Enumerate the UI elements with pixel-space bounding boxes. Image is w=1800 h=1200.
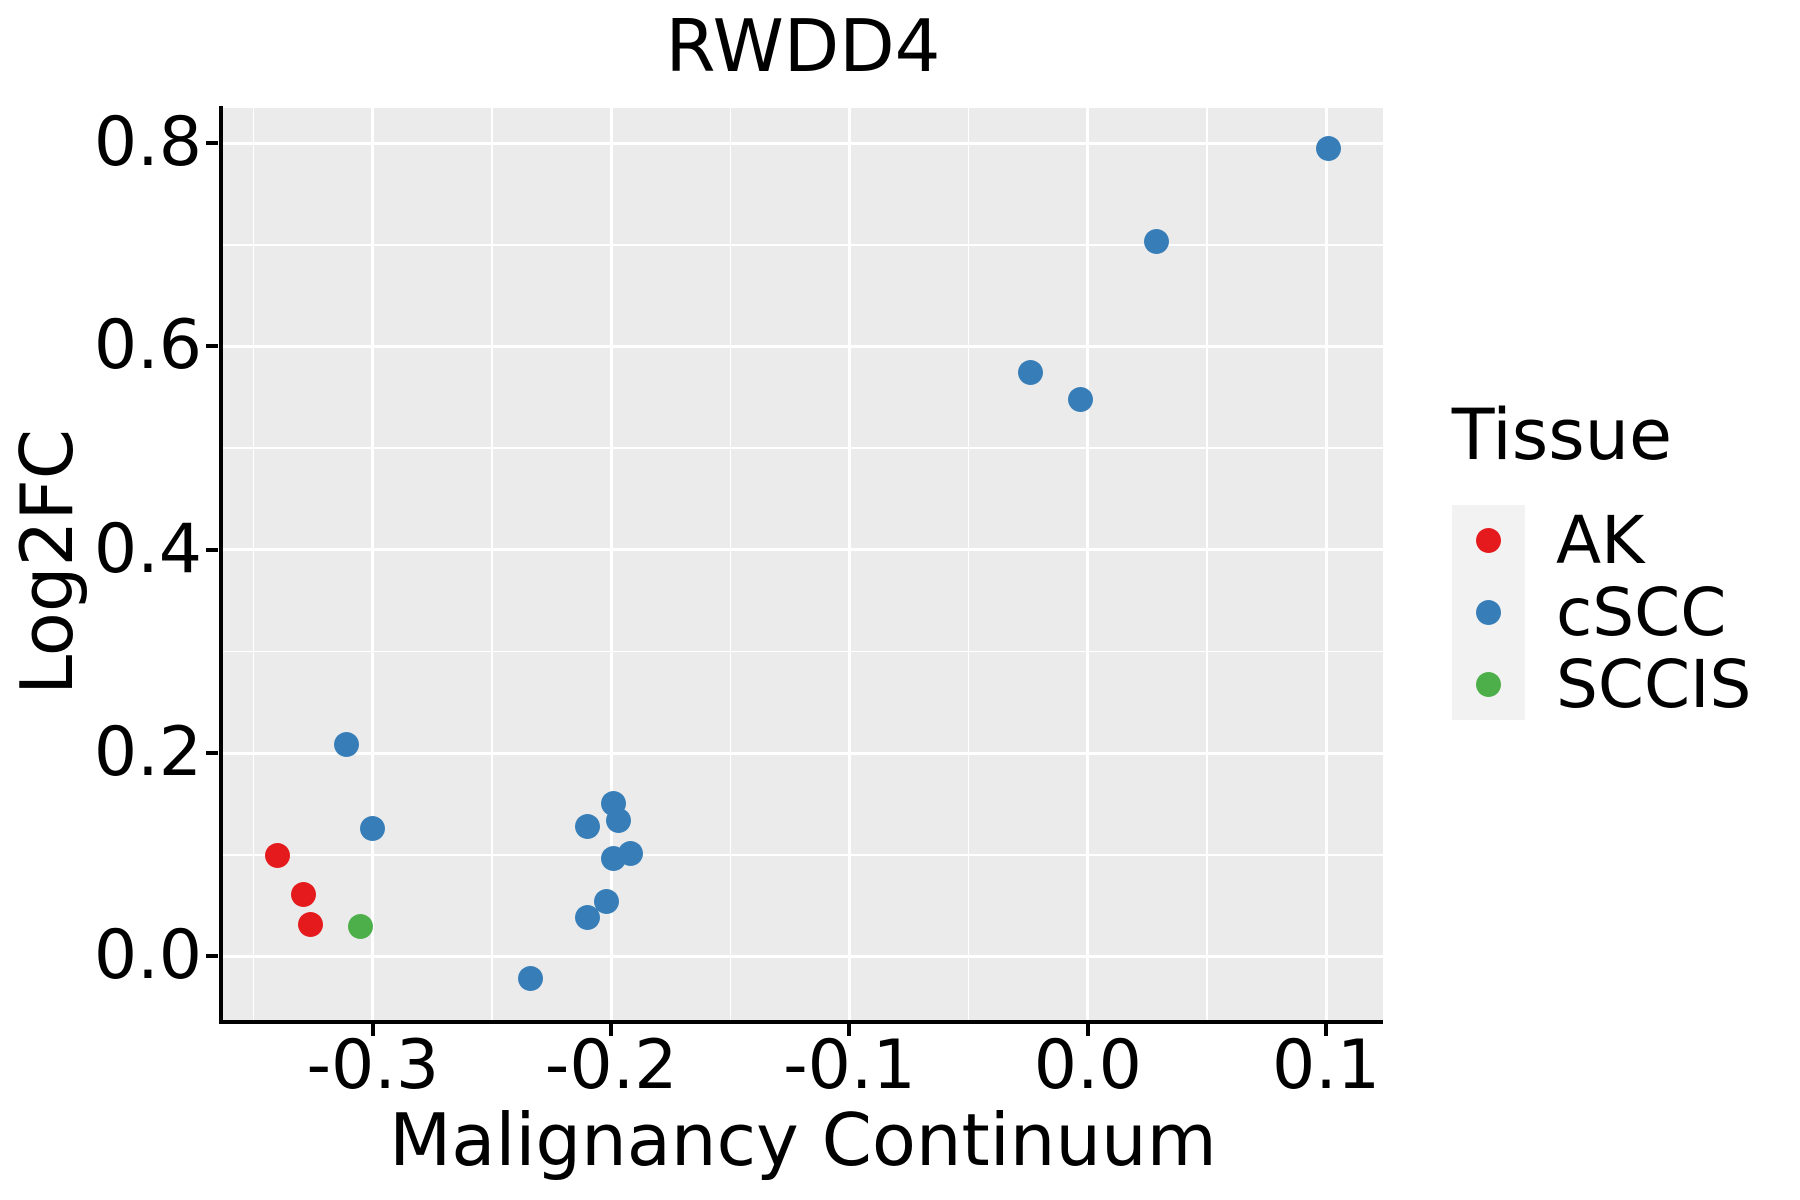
y-tick-label: 0.2 — [93, 713, 202, 793]
legend-rows: AK cSCC SCCIS — [1451, 502, 1752, 723]
legend-label: cSCC — [1555, 574, 1727, 652]
legend-dot-cscc-icon — [1475, 600, 1501, 626]
data-point-ak — [265, 843, 290, 869]
data-point-cscc — [574, 905, 600, 931]
y-tick-label: 0.0 — [93, 916, 202, 996]
x-tick-label: -0.2 — [544, 1026, 678, 1105]
x-axis-tick — [1085, 1023, 1090, 1036]
legend-item-ak: AK — [1451, 502, 1752, 580]
legend-dot-ak-icon — [1475, 528, 1501, 554]
y-major-gridline — [222, 751, 1384, 755]
legend-item-sccis: SCCIS — [1451, 645, 1752, 723]
y-axis-tick — [206, 141, 218, 146]
y-tick-label: 0.4 — [93, 509, 202, 589]
x-major-gridline — [609, 107, 613, 1022]
data-point-cscc — [574, 813, 600, 839]
x-tick-label: -0.1 — [783, 1026, 916, 1105]
data-point-cscc — [517, 966, 543, 992]
x-axis-tick — [847, 1023, 852, 1036]
x-axis-tick — [1324, 1023, 1329, 1036]
x-minor-gridline — [252, 107, 255, 1022]
x-minor-gridline — [967, 107, 970, 1022]
y-minor-gridline — [222, 447, 1384, 449]
data-point-cscc — [334, 732, 360, 758]
x-major-gridline — [847, 107, 851, 1022]
y-major-gridline — [222, 954, 1384, 958]
legend-key — [1451, 505, 1525, 577]
x-minor-gridline — [491, 107, 493, 1022]
legend: Tissue AK cSCC SCCIS — [1451, 394, 1752, 723]
y-minor-gridline — [222, 244, 1384, 246]
legend-item-cscc: cSCC — [1451, 574, 1752, 652]
legend-key — [1451, 576, 1525, 649]
x-tick-label: 0.0 — [1033, 1026, 1142, 1105]
data-point-sccis — [348, 914, 374, 940]
x-major-gridline — [371, 107, 375, 1022]
legend-label: SCCIS — [1555, 645, 1752, 723]
y-axis-line — [218, 106, 223, 1023]
x-minor-gridline — [729, 107, 732, 1022]
data-point-cscc — [605, 807, 631, 833]
data-point-cscc — [601, 846, 627, 872]
x-axis-tick — [370, 1023, 375, 1036]
data-point-cscc — [1018, 360, 1044, 386]
x-axis-tick — [609, 1023, 614, 1036]
y-major-gridline — [222, 344, 1384, 348]
legend-dot-sccis-icon — [1475, 671, 1501, 697]
x-tick-label: -0.3 — [306, 1026, 440, 1105]
data-point-cscc — [360, 815, 386, 841]
x-axis-title: Malignancy Continuum — [389, 1098, 1217, 1182]
y-major-gridline — [222, 548, 1384, 552]
y-tick-label: 0.8 — [93, 103, 202, 183]
y-tick-label: 0.6 — [93, 306, 202, 386]
y-minor-gridline — [222, 650, 1384, 653]
x-axis-line — [218, 1019, 1384, 1024]
data-point-ak — [291, 881, 317, 907]
x-tick-label: 0.1 — [1272, 1026, 1381, 1105]
y-axis-tick — [206, 547, 218, 552]
x-major-gridline — [1324, 107, 1328, 1022]
x-minor-gridline — [1206, 107, 1208, 1022]
data-point-cscc — [1315, 135, 1341, 161]
data-point-cscc — [1144, 229, 1170, 255]
x-major-gridline — [1086, 107, 1090, 1022]
y-axis-tick — [206, 751, 218, 756]
legend-key — [1451, 648, 1525, 721]
y-axis-tick — [206, 344, 218, 349]
data-point-ak — [298, 912, 324, 938]
y-minor-gridline — [222, 854, 1384, 856]
y-axis-tick — [206, 954, 218, 959]
data-point-cscc — [1068, 386, 1094, 412]
legend-label: AK — [1555, 502, 1645, 580]
plot-title: RWDD4 — [665, 4, 941, 88]
plot-panel — [222, 107, 1384, 1022]
y-major-gridline — [222, 141, 1384, 145]
legend-title: Tissue — [1451, 394, 1673, 476]
